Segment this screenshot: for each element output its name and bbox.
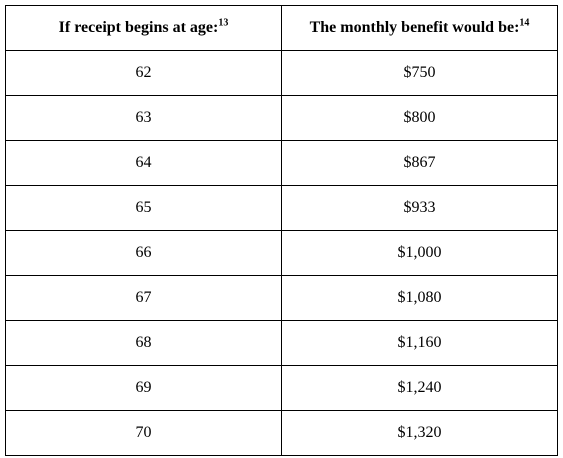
table-row: 64 $867 [5,140,558,186]
header-row: If receipt begins at age:13 The monthly … [5,5,558,51]
header-benefit-label: The monthly benefit would be: [309,19,520,36]
benefit-cell: $867 [281,140,558,186]
table-row: 69 $1,240 [5,365,558,411]
header-age-label: If receipt begins at age: [58,19,219,36]
table-row: 67 $1,080 [5,275,558,321]
benefit-cell: $1,080 [281,275,558,321]
age-cell: 62 [5,50,282,96]
age-cell: 63 [5,95,282,141]
benefit-cell: $1,000 [281,230,558,276]
table-header: If receipt begins at age:13 The monthly … [5,5,558,51]
table-row: 70 $1,320 [5,410,558,456]
age-cell: 65 [5,185,282,231]
table-row: 63 $800 [5,95,558,141]
age-cell: 67 [5,275,282,321]
benefit-cell: $1,240 [281,365,558,411]
footnote-13: 13 [218,17,229,29]
age-cell: 70 [5,410,282,456]
age-cell: 69 [5,365,282,411]
benefit-table: If receipt begins at age:13 The monthly … [5,5,558,456]
benefit-cell: $1,160 [281,320,558,366]
benefit-cell: $1,320 [281,410,558,456]
age-cell: 64 [5,140,282,186]
benefit-cell: $933 [281,185,558,231]
table-row: 68 $1,160 [5,320,558,366]
table-row: 66 $1,000 [5,230,558,276]
table-row: 65 $933 [5,185,558,231]
footnote-14: 14 [519,17,530,29]
age-cell: 68 [5,320,282,366]
table-row: 62 $750 [5,50,558,96]
age-cell: 66 [5,230,282,276]
benefit-cell: $750 [281,50,558,96]
benefit-cell: $800 [281,95,558,141]
header-age: If receipt begins at age:13 [5,5,282,51]
table-body: 62 $750 63 $800 64 $867 65 $933 66 $1,00… [5,50,558,456]
header-benefit: The monthly benefit would be:14 [281,5,558,51]
